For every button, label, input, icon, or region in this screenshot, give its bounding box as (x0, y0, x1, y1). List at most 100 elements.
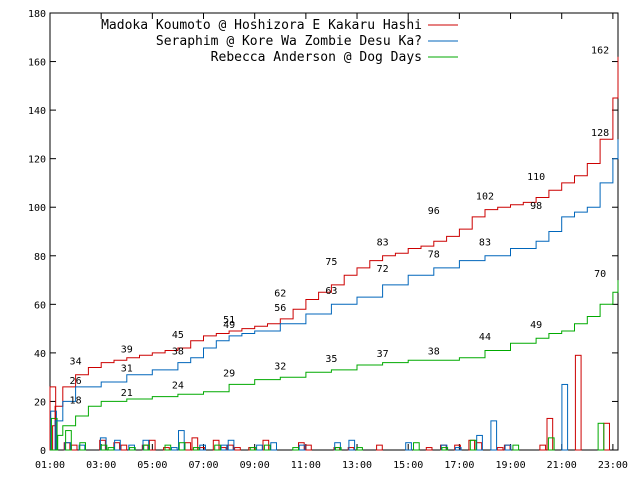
bar (256, 444, 263, 451)
series-line (50, 56, 619, 451)
bar (234, 447, 241, 451)
bar (496, 447, 504, 451)
bar (191, 437, 199, 451)
x-tick-label: 09:00 (240, 460, 270, 471)
data-label: 26 (70, 376, 82, 387)
data-label: 18 (70, 395, 82, 406)
bar (164, 444, 172, 451)
bar (547, 437, 555, 451)
data-label: 110 (527, 172, 545, 183)
bar (405, 442, 412, 451)
bar (143, 444, 150, 451)
bar (413, 442, 420, 451)
data-label: 32 (274, 361, 286, 372)
bar (454, 447, 462, 451)
bar (220, 444, 228, 451)
data-label: 63 (325, 286, 337, 297)
data-label: 39 (121, 344, 133, 355)
plot-frame (49, 12, 619, 451)
data-label: 128 (591, 128, 609, 139)
data-label: 62 (274, 288, 286, 299)
data-label: 51 (223, 315, 235, 326)
legend-label: Madoka Koumoto @ Hoshizora E Kakaru Hash… (101, 18, 422, 33)
bar (100, 444, 108, 451)
bar (292, 447, 300, 451)
bar (184, 442, 192, 451)
x-tick-label: 17:00 (444, 460, 474, 471)
bar (468, 439, 476, 451)
bar (129, 447, 136, 451)
data-label: 102 (476, 191, 494, 202)
bar (263, 444, 271, 451)
bar (490, 420, 498, 451)
data-label: 72 (377, 264, 389, 275)
bar (546, 417, 554, 451)
data-label: 31 (121, 364, 133, 375)
bar (298, 444, 306, 451)
bar (107, 447, 115, 451)
bar (356, 447, 363, 451)
series-line (50, 139, 619, 451)
series-lines (50, 56, 619, 451)
y-tick-label: 100 (28, 203, 46, 214)
bar (270, 442, 277, 451)
bar (178, 442, 186, 451)
bar (70, 444, 78, 451)
data-label: 83 (479, 237, 491, 248)
x-tick-label: 21:00 (547, 460, 577, 471)
y-tick-label: 0 (40, 446, 46, 457)
y-tick-label: 40 (34, 349, 46, 360)
bar (441, 447, 449, 451)
y-tick-label: 120 (28, 155, 46, 166)
bar (120, 444, 128, 451)
data-label: 78 (428, 250, 440, 261)
data-label: 49 (530, 320, 542, 331)
series-line (50, 280, 619, 451)
x-tick-label: 23:00 (598, 460, 628, 471)
x-tick-label: 19:00 (495, 460, 525, 471)
bar (476, 434, 483, 451)
data-label: 56 (274, 303, 286, 314)
bar (249, 447, 257, 451)
bar (79, 442, 86, 451)
bar (114, 439, 121, 451)
x-tick-label: 03:00 (86, 460, 116, 471)
x-tick-label: 11:00 (291, 460, 321, 471)
bar (561, 383, 569, 451)
data-label: 162 (591, 46, 609, 57)
bar (376, 444, 383, 451)
data-label: 38 (428, 347, 440, 358)
bar (170, 447, 178, 451)
bar (425, 447, 433, 451)
y-tick-label: 180 (28, 9, 46, 20)
bar (504, 444, 512, 451)
data-labels: 34 39 45 51 62 75 83 96 102 110 162 26 31 38 49 56 63 72 7… (70, 46, 610, 407)
bar (512, 444, 520, 451)
data-label: 35 (325, 354, 337, 365)
bar (214, 444, 221, 451)
data-label: 34 (70, 356, 82, 367)
y-tick-label: 20 (34, 397, 46, 408)
data-label: 75 (325, 257, 337, 268)
y-tick-label: 60 (34, 300, 46, 311)
y-tick-label: 160 (28, 58, 46, 69)
data-label: 24 (172, 381, 184, 392)
x-tick-label: 01:00 (35, 460, 65, 471)
bar (597, 422, 605, 451)
x-tick-label: 05:00 (137, 460, 167, 471)
data-label: 29 (223, 369, 235, 380)
y-tick-label: 140 (28, 106, 46, 117)
data-label: 21 (121, 388, 133, 399)
x-tick-label: 07:00 (188, 460, 218, 471)
bar (574, 354, 582, 451)
bar (227, 439, 235, 451)
legend-label: Rebecca Anderson @ Dog Days (211, 50, 422, 65)
bar (469, 439, 477, 451)
bar (603, 422, 610, 451)
bar (305, 444, 312, 451)
data-label: 70 (594, 269, 606, 280)
data-label: 96 (428, 206, 440, 217)
bar (539, 444, 547, 451)
